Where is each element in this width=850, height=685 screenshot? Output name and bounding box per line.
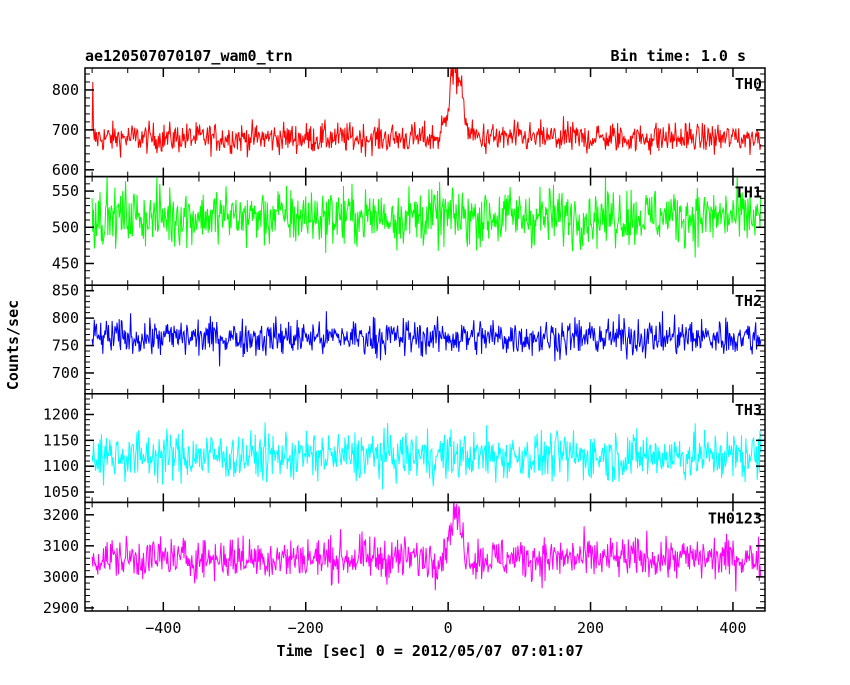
series-th0123 — [91, 502, 762, 592]
panel-label-th2: TH2 — [735, 292, 762, 310]
y-tick-label: 600 — [52, 161, 79, 179]
panels-group: TH0 600 700 800 TH1 450 500 550 TH2 700 750 800 850 T… — [43, 67, 766, 637]
panel-label-th0123: TH0123 — [708, 509, 762, 527]
x-tick-label: 0 — [444, 619, 453, 637]
x-axis-label: Time [sec] 0 = 2012/05/07 07:01:07 — [276, 642, 583, 660]
panel-label-th1: TH1 — [735, 184, 762, 202]
y-tick-label: 800 — [52, 309, 79, 327]
y-tick-label: 800 — [52, 81, 79, 99]
y-tick-label: 1100 — [43, 457, 79, 475]
y-tick-label: 700 — [52, 121, 79, 139]
series-th3 — [91, 422, 762, 490]
y-tick-label: 1200 — [43, 405, 79, 423]
y-tick-label: 3000 — [43, 568, 79, 586]
x-tick-label: 200 — [577, 619, 604, 637]
bin-time-label: Bin time: 1.0 s — [611, 47, 746, 65]
y-tick-label: 1050 — [43, 483, 79, 501]
panel-label-th0: TH0 — [735, 75, 762, 93]
y-tick-label: 700 — [52, 364, 79, 382]
x-tick-label: −400 — [145, 619, 181, 637]
y-axis-label: Counts/sec — [4, 300, 22, 390]
y-tick-label: 500 — [52, 218, 79, 236]
series-th0 — [91, 68, 762, 158]
y-tick-label: 550 — [52, 182, 79, 200]
y-tick-label: 3100 — [43, 537, 79, 555]
series-th1 — [91, 176, 762, 258]
y-tick-label: 750 — [52, 337, 79, 355]
x-tick-label: −200 — [288, 619, 324, 637]
y-tick-label: 850 — [52, 282, 79, 300]
series-th2 — [91, 311, 762, 367]
obs-id-title: ae120507070107_wam0_trn — [85, 47, 293, 65]
panel-label-th3: TH3 — [735, 401, 762, 419]
panel-frame-th3 — [84, 393, 766, 504]
panel-frame-th0123 — [84, 501, 766, 612]
y-tick-label: 1150 — [43, 431, 79, 449]
y-tick-label: 3200 — [43, 506, 79, 524]
x-tick-label: 400 — [719, 619, 746, 637]
y-tick-label: 450 — [52, 254, 79, 272]
y-tick-label: 2900 — [43, 599, 79, 617]
